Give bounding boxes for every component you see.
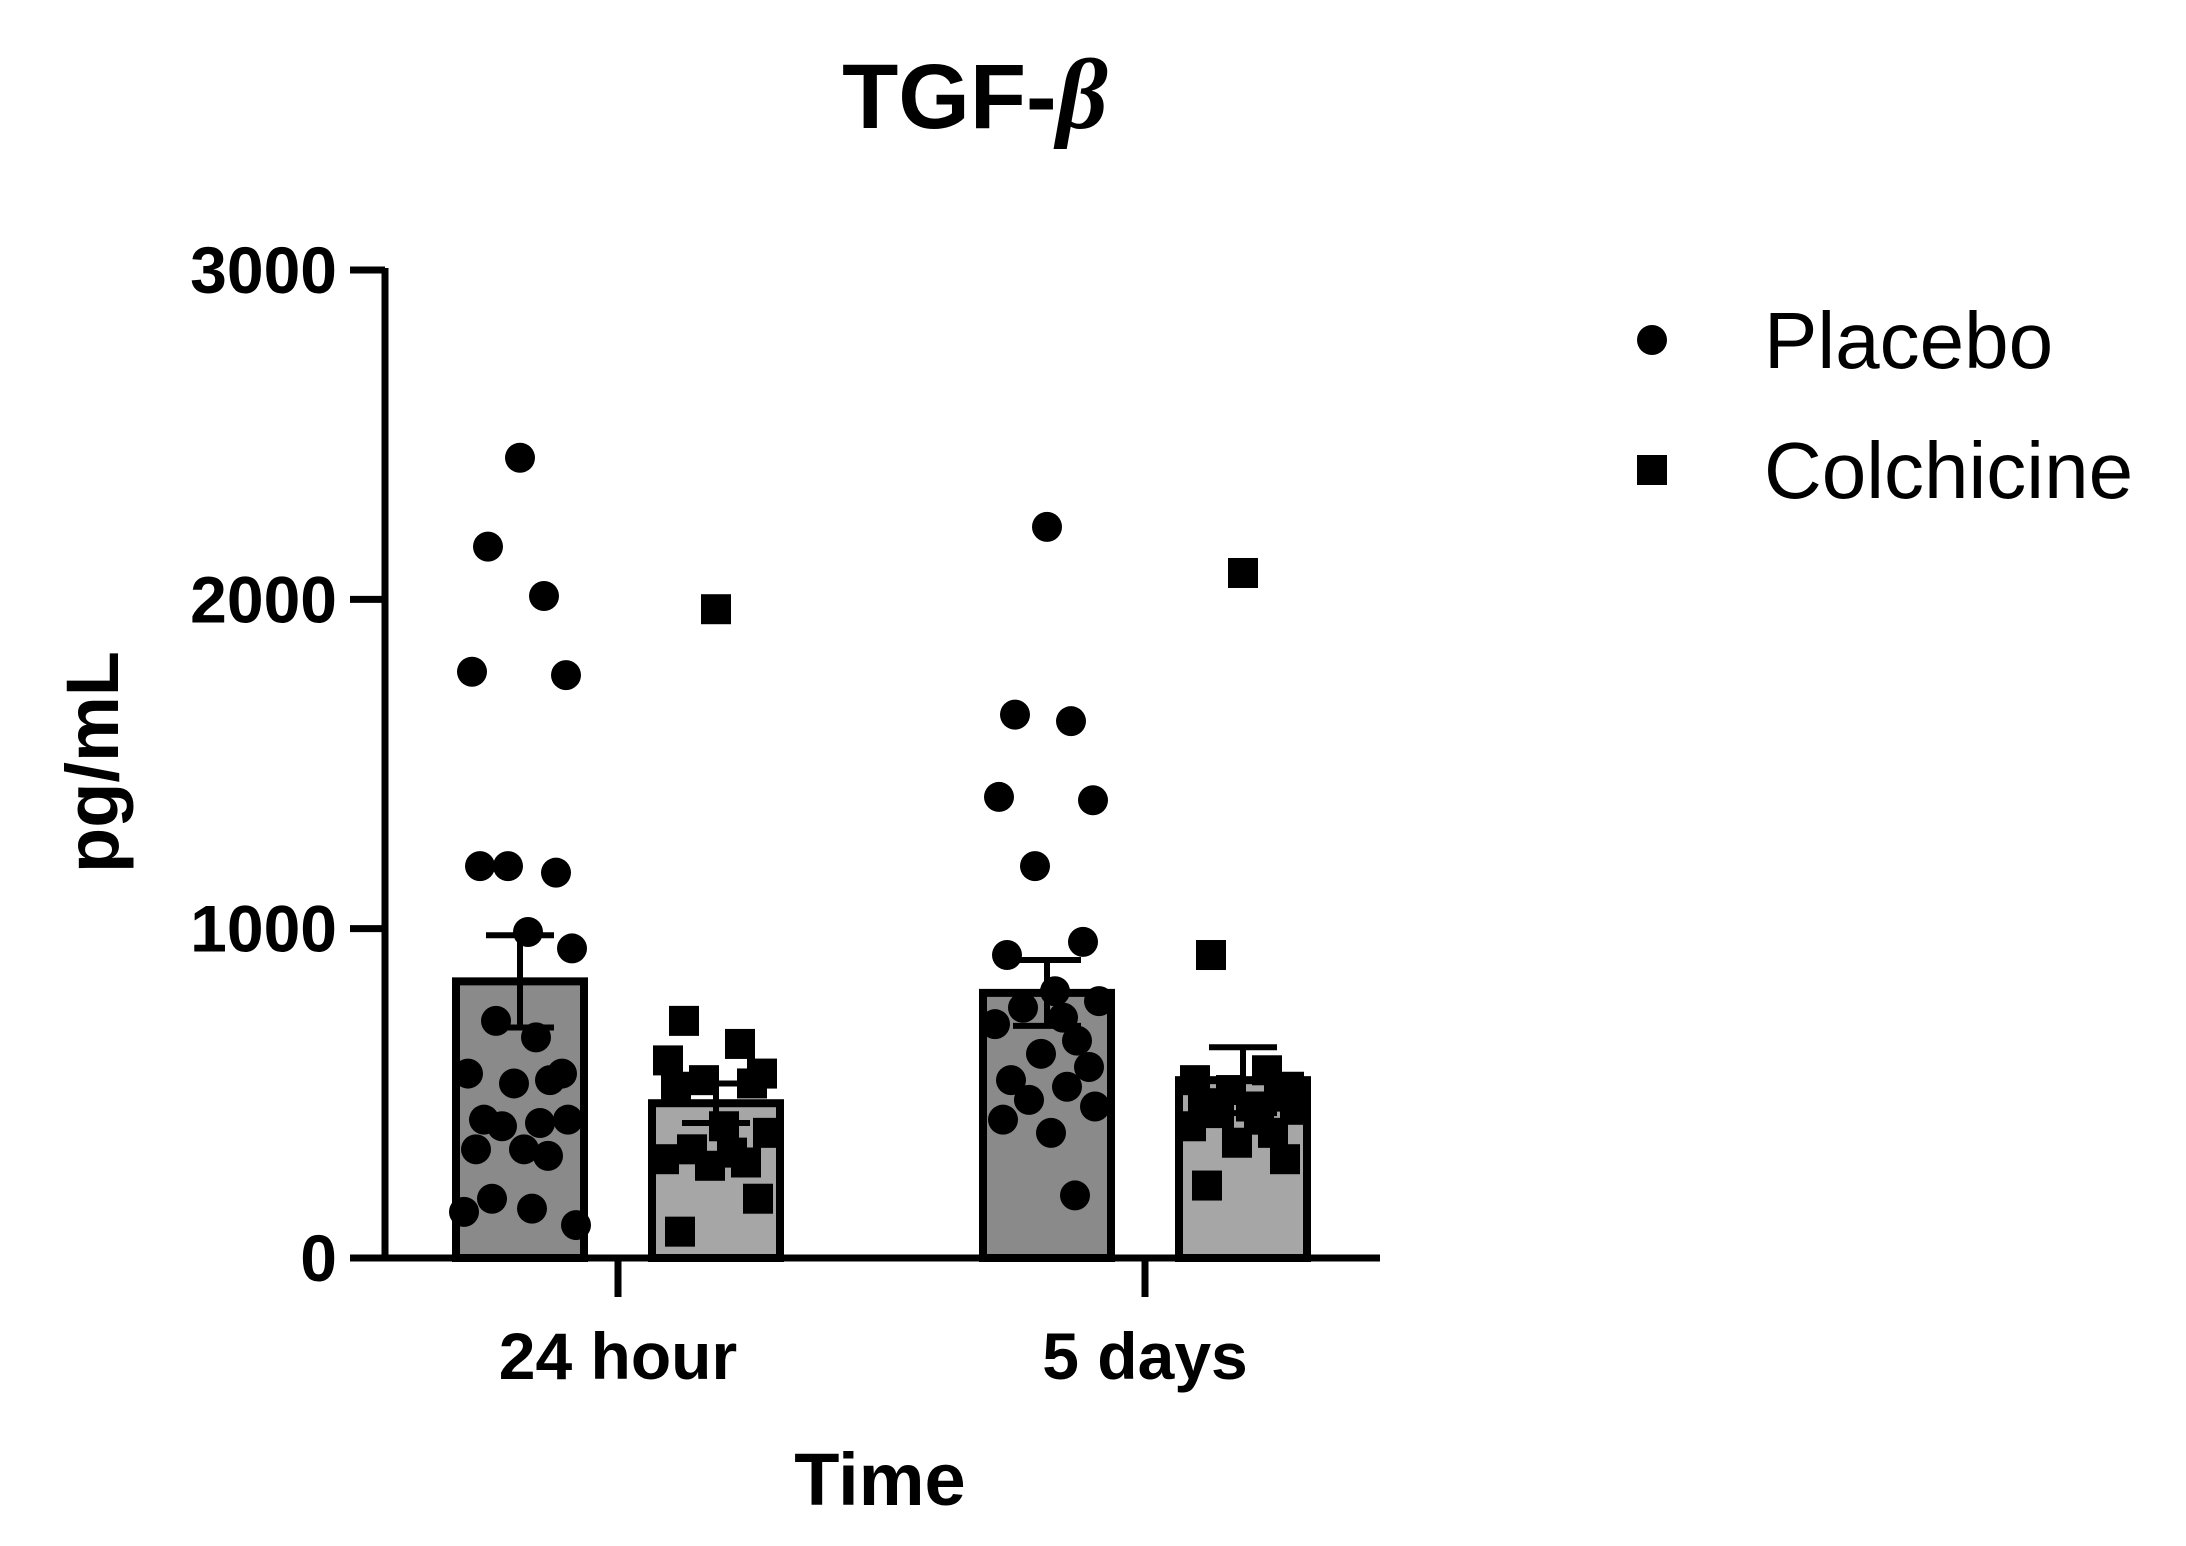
legend: Placebo Colchicine	[1637, 296, 2133, 515]
point-colchicine-0-9	[753, 1117, 783, 1148]
y-tick-label-2: 2000	[190, 562, 337, 636]
point-placebo-1-10	[1008, 992, 1038, 1023]
points-layer	[449, 442, 1310, 1247]
point-colchicine-1-14	[1222, 1127, 1252, 1158]
point-colchicine-0-6	[737, 1068, 767, 1099]
point-colchicine-1-16	[1192, 1170, 1222, 1201]
point-placebo-1-5	[1020, 851, 1050, 882]
point-placebo-0-10	[481, 1005, 511, 1036]
point-placebo-0-20	[461, 1134, 491, 1165]
point-colchicine-0-12	[649, 1144, 679, 1175]
point-placebo-1-8	[1040, 976, 1070, 1007]
point-placebo-0-0	[505, 442, 535, 473]
point-placebo-1-0	[1032, 511, 1062, 542]
point-placebo-1-22	[1060, 1180, 1090, 1211]
point-placebo-0-4	[551, 660, 581, 691]
bars-layer	[452, 932, 1311, 1263]
legend-label-placebo: Placebo	[1764, 296, 2053, 385]
y-tick-label-3: 3000	[190, 233, 337, 307]
chart-title-text: TGF-	[842, 46, 1057, 148]
axes-layer	[350, 268, 1380, 1262]
point-placebo-0-18	[487, 1111, 517, 1142]
point-colchicine-1-0	[1228, 557, 1258, 588]
point-placebo-0-9	[557, 933, 587, 964]
point-colchicine-0-5	[689, 1065, 719, 1096]
point-colchicine-0-16	[665, 1216, 695, 1247]
ticks-layer: 0 1000 2000 3000 24 hour 5 days	[190, 233, 1248, 1393]
point-placebo-0-26	[561, 1210, 591, 1241]
point-placebo-1-2	[1056, 706, 1086, 737]
point-placebo-1-21	[1036, 1117, 1066, 1148]
point-placebo-1-3	[984, 781, 1014, 812]
point-colchicine-0-1	[669, 1005, 699, 1036]
point-colchicine-0-7	[661, 1071, 691, 1102]
point-placebo-0-17	[525, 1107, 555, 1138]
point-placebo-0-3	[457, 656, 487, 687]
point-placebo-1-18	[1014, 1084, 1044, 1115]
chart-title-symbol: β	[1053, 39, 1108, 150]
point-placebo-1-11	[1048, 1002, 1078, 1033]
point-colchicine-0-14	[695, 1150, 725, 1181]
point-placebo-0-15	[547, 1058, 577, 1089]
point-colchicine-1-1	[1196, 940, 1226, 971]
point-placebo-0-23	[477, 1183, 507, 1214]
point-placebo-0-25	[449, 1196, 479, 1227]
point-placebo-0-5	[493, 851, 523, 882]
point-placebo-0-19	[553, 1104, 583, 1135]
point-colchicine-0-8	[709, 1111, 739, 1142]
point-placebo-1-17	[1052, 1071, 1082, 1102]
y-tick-label-0: 0	[300, 1221, 337, 1295]
point-placebo-0-8	[513, 916, 543, 947]
point-placebo-0-21	[509, 1134, 539, 1165]
point-placebo-1-14	[1026, 1038, 1056, 1069]
point-colchicine-0-0	[701, 594, 731, 625]
legend-marker-placebo	[1637, 325, 1667, 355]
point-placebo-1-13	[1062, 1025, 1092, 1056]
y-tick-label-1: 1000	[190, 892, 337, 966]
point-placebo-0-11	[521, 1022, 551, 1053]
point-placebo-0-22	[533, 1140, 563, 1171]
point-colchicine-1-15	[1270, 1144, 1300, 1175]
point-placebo-1-1	[1000, 699, 1030, 730]
point-placebo-1-6	[1068, 926, 1098, 957]
legend-label-colchicine: Colchicine	[1764, 426, 2133, 515]
x-tick-label-0: 24 hour	[499, 1319, 737, 1393]
point-colchicine-1-13	[1258, 1117, 1288, 1148]
point-placebo-0-12	[453, 1058, 483, 1089]
point-placebo-0-2	[529, 581, 559, 612]
point-placebo-1-16	[996, 1065, 1026, 1096]
point-colchicine-0-13	[731, 1147, 761, 1178]
point-placebo-1-9	[1084, 986, 1114, 1017]
x-axis-title: Time	[794, 1438, 965, 1521]
point-placebo-1-4	[1078, 785, 1108, 816]
point-colchicine-0-3	[653, 1045, 683, 1076]
point-placebo-0-1	[473, 531, 503, 562]
point-placebo-1-15	[1074, 1051, 1104, 1082]
point-placebo-1-20	[988, 1104, 1018, 1135]
point-placebo-0-7	[465, 851, 495, 882]
point-placebo-1-19	[1080, 1091, 1110, 1122]
point-placebo-1-7	[992, 940, 1022, 971]
point-placebo-0-24	[517, 1193, 547, 1224]
y-axis-title: pg/mL	[51, 651, 134, 873]
legend-marker-colchicine	[1637, 455, 1667, 485]
chart-title: TGF-β	[842, 39, 1108, 150]
x-tick-label-1: 5 days	[1042, 1319, 1247, 1393]
point-colchicine-1-10	[1204, 1098, 1234, 1129]
point-placebo-1-12	[980, 1009, 1010, 1040]
point-colchicine-1-12	[1176, 1111, 1206, 1142]
point-colchicine-0-15	[743, 1183, 773, 1214]
point-colchicine-0-2	[725, 1028, 755, 1059]
point-placebo-0-6	[541, 857, 571, 888]
point-placebo-0-14	[499, 1068, 529, 1099]
